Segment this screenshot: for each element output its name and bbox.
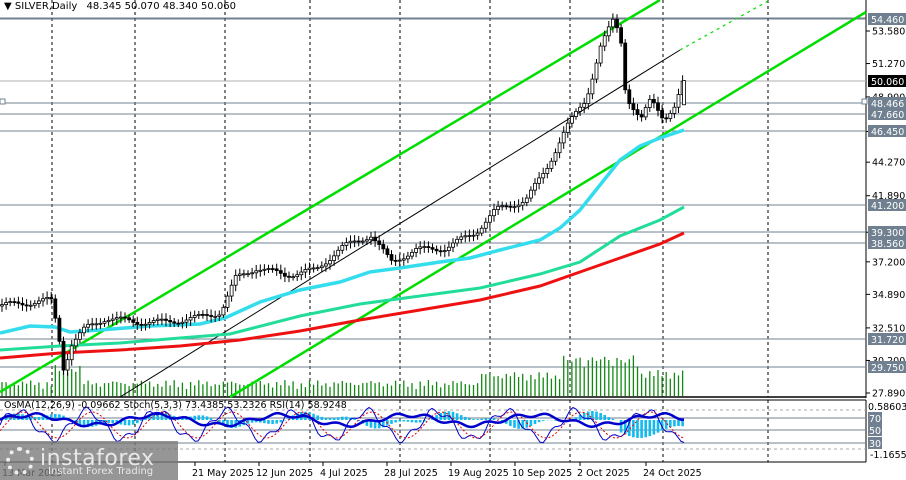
svg-text:50: 50 — [869, 426, 881, 437]
svg-text:70: 70 — [869, 414, 881, 425]
svg-text:27.890: 27.890 — [872, 389, 905, 400]
svg-text:54.460: 54.460 — [871, 15, 904, 26]
moving-averages — [0, 128, 685, 360]
svg-text:28 Jul 2025: 28 Jul 2025 — [384, 468, 438, 479]
svg-text:12 Jun 2025: 12 Jun 2025 — [256, 468, 313, 479]
symbol-timeframe: SILVER,Daily — [14, 1, 78, 12]
price-levels — [0, 18, 866, 368]
svg-text:32.510: 32.510 — [872, 323, 905, 334]
svg-text:53.580: 53.580 — [872, 27, 905, 38]
trend-channel[interactable] — [0, 0, 867, 399]
watermark-tagline: Instant Forex Trading — [48, 466, 154, 477]
svg-text:30: 30 — [869, 439, 881, 450]
svg-text:-1.16551: -1.16551 — [870, 450, 906, 461]
watermark-brand: instaforex — [40, 446, 155, 471]
svg-text:4 Jul 2025: 4 Jul 2025 — [320, 468, 368, 479]
svg-text:24 Oct 2025: 24 Oct 2025 — [643, 468, 702, 479]
indicators-label: OsMA(12,26,9) -0.09662 Stoch(5,3,3) 73.4… — [4, 400, 347, 411]
svg-text:37.200: 37.200 — [872, 257, 905, 268]
svg-text:46.450: 46.450 — [871, 127, 904, 138]
level-handle-right[interactable] — [861, 98, 868, 105]
svg-text:48.466: 48.466 — [871, 99, 904, 110]
collapse-arrow-icon[interactable]: ▼ — [4, 1, 12, 12]
svg-text:41.890: 41.890 — [872, 191, 905, 202]
svg-text:2 Oct 2025: 2 Oct 2025 — [577, 468, 630, 479]
svg-text:51.270: 51.270 — [872, 59, 905, 70]
svg-text:34.890: 34.890 — [872, 290, 905, 301]
svg-text:38.560: 38.560 — [871, 239, 904, 250]
svg-text:10 Sep 2025: 10 Sep 2025 — [512, 468, 572, 479]
chart-title: ▼ SILVER,Daily 48.345 50.070 48.340 50.0… — [4, 1, 236, 12]
vertical-grid — [51, 0, 769, 462]
svg-text:47.660: 47.660 — [871, 110, 904, 121]
svg-text:39.300: 39.300 — [871, 228, 904, 239]
svg-text:21 May 2025: 21 May 2025 — [192, 468, 254, 479]
volume-bars — [1, 355, 684, 396]
level-handle-left[interactable] — [0, 98, 6, 105]
ohlc-values: 48.345 50.070 48.340 50.060 — [86, 1, 236, 12]
gear-logo-icon — [6, 447, 34, 475]
svg-text:29.750: 29.750 — [871, 363, 904, 374]
svg-text:31.720: 31.720 — [871, 335, 904, 346]
svg-text:0.58603: 0.58603 — [868, 402, 906, 413]
candlesticks — [0, 13, 686, 376]
svg-text:44.270: 44.270 — [872, 158, 905, 169]
svg-text:19 Aug 2025: 19 Aug 2025 — [448, 468, 509, 479]
svg-text:41.200: 41.200 — [871, 201, 904, 212]
svg-text:50.060: 50.060 — [871, 77, 904, 88]
price-axis-labels: 53.58051.27048.90046.45044.27041.89039.3… — [866, 13, 906, 400]
